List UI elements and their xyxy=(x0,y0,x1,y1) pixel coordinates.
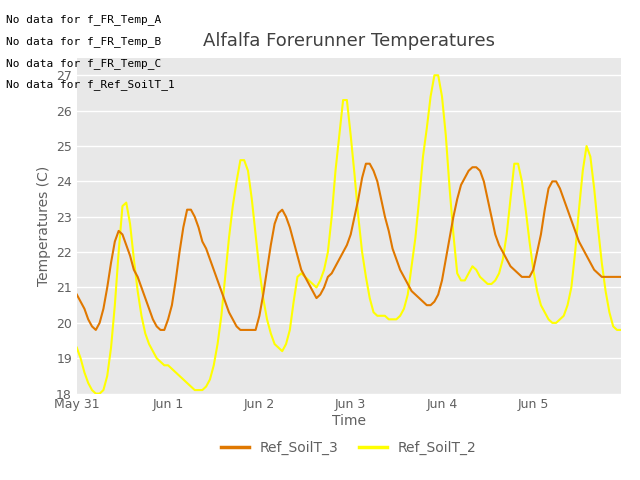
Y-axis label: Temperatures (C): Temperatures (C) xyxy=(36,166,51,286)
Text: No data for f_FR_Temp_B: No data for f_FR_Temp_B xyxy=(6,36,162,47)
Ref_SoilT_2 xyxy=(518,179,525,184)
Ref_SoilT_3 xyxy=(115,228,122,234)
Ref_SoilT_2 xyxy=(431,72,438,78)
Ref_SoilT_3 xyxy=(362,161,370,167)
Text: No data for f_Ref_SoilT_1: No data for f_Ref_SoilT_1 xyxy=(6,79,175,90)
Line: Ref_SoilT_2: Ref_SoilT_2 xyxy=(77,75,621,394)
Ref_SoilT_2 xyxy=(468,264,476,269)
Ref_SoilT_3 xyxy=(73,292,81,298)
Ref_SoilT_2 xyxy=(92,391,100,396)
X-axis label: Time: Time xyxy=(332,414,366,428)
Ref_SoilT_2 xyxy=(617,327,625,333)
Title: Alfalfa Forerunner Temperatures: Alfalfa Forerunner Temperatures xyxy=(203,33,495,50)
Text: No data for f_FR_Temp_C: No data for f_FR_Temp_C xyxy=(6,58,162,69)
Ref_SoilT_2 xyxy=(115,249,122,255)
Ref_SoilT_2 xyxy=(244,168,252,174)
Ref_SoilT_3 xyxy=(92,327,100,333)
Ref_SoilT_3 xyxy=(244,327,252,333)
Ref_SoilT_3 xyxy=(468,164,476,170)
Text: No data for f_FR_Temp_A: No data for f_FR_Temp_A xyxy=(6,14,162,25)
Ref_SoilT_3 xyxy=(157,327,164,333)
Ref_SoilT_2 xyxy=(525,239,533,244)
Ref_SoilT_2 xyxy=(73,345,81,350)
Ref_SoilT_3 xyxy=(525,274,533,280)
Ref_SoilT_3 xyxy=(518,274,525,280)
Ref_SoilT_2 xyxy=(157,359,164,365)
Legend: Ref_SoilT_3, Ref_SoilT_2: Ref_SoilT_3, Ref_SoilT_2 xyxy=(215,435,483,461)
Line: Ref_SoilT_3: Ref_SoilT_3 xyxy=(77,164,621,330)
Ref_SoilT_3 xyxy=(617,274,625,280)
